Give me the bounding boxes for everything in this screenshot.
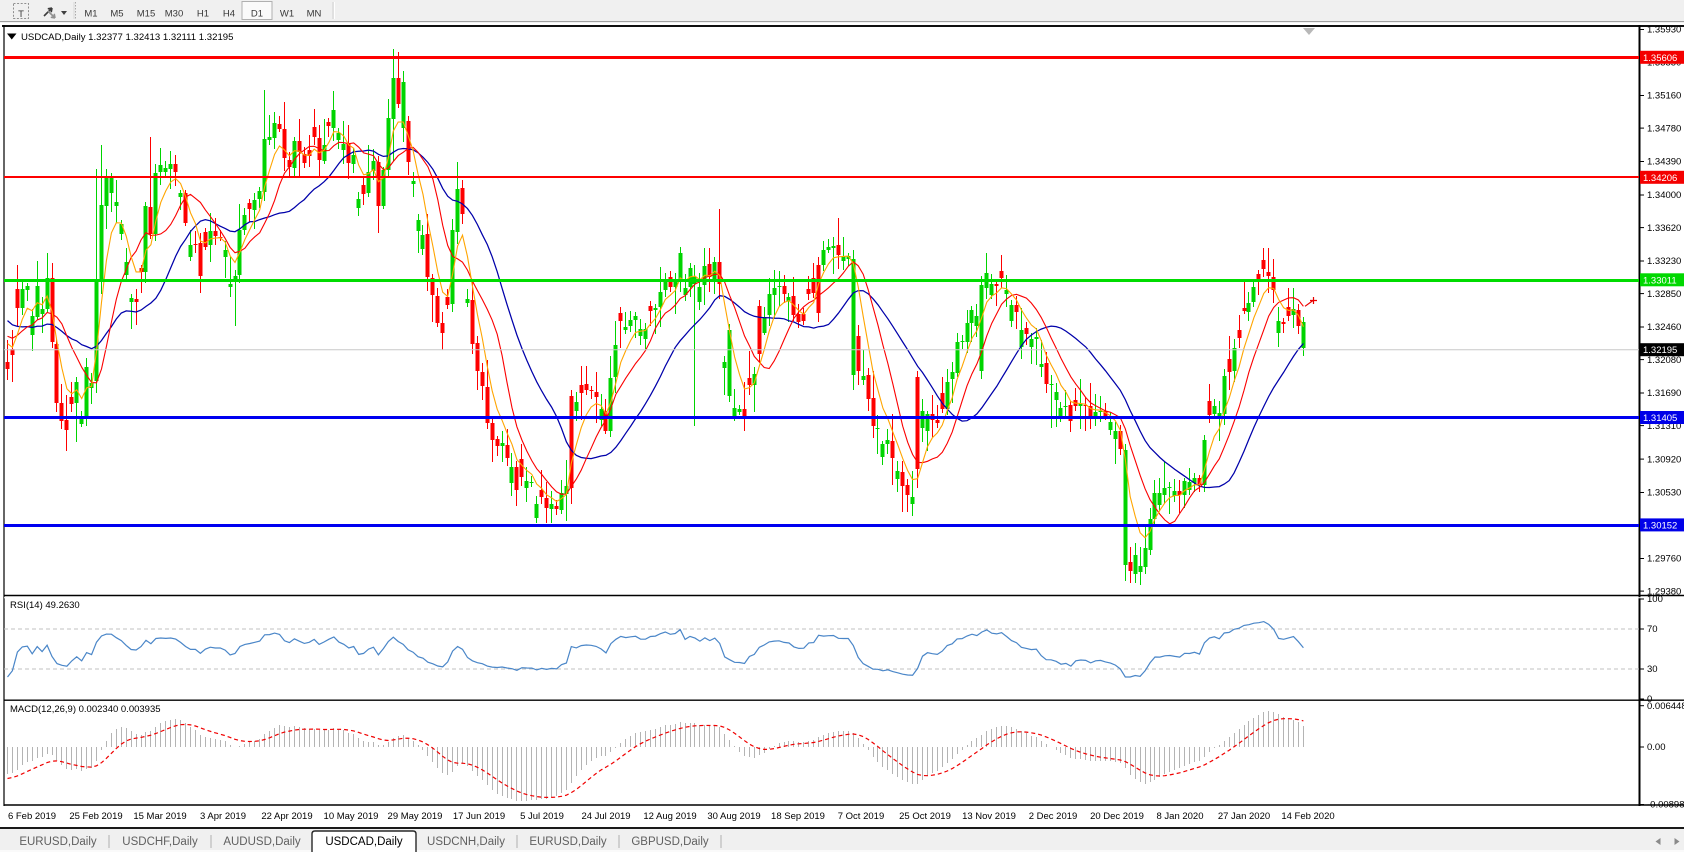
svg-text:RSI(14) 49.2630: RSI(14) 49.2630 bbox=[10, 600, 80, 611]
svg-text:1.32460: 1.32460 bbox=[1647, 322, 1681, 333]
svg-text:1.29760: 1.29760 bbox=[1647, 554, 1681, 565]
svg-text:1.33230: 1.33230 bbox=[1647, 256, 1681, 267]
svg-text:70: 70 bbox=[1647, 624, 1658, 635]
svg-text:13 Nov 2019: 13 Nov 2019 bbox=[962, 811, 1016, 822]
svg-text:1.34780: 1.34780 bbox=[1647, 123, 1681, 134]
svg-text:1.35930: 1.35930 bbox=[1647, 25, 1681, 36]
svg-text:18 Sep 2019: 18 Sep 2019 bbox=[771, 811, 825, 822]
svg-text:1.30530: 1.30530 bbox=[1647, 488, 1681, 499]
svg-text:1.31690: 1.31690 bbox=[1647, 388, 1681, 399]
svg-text:USDCAD,Daily 1.32377 1.32413: USDCAD,Daily 1.32377 1.32413 1.32111 1.3… bbox=[21, 32, 233, 43]
svg-text:1.33620: 1.33620 bbox=[1647, 223, 1681, 234]
svg-text:1.29380: 1.29380 bbox=[1647, 586, 1681, 597]
svg-text:USDCHF,Daily: USDCHF,Daily bbox=[122, 836, 198, 848]
svg-text:M15: M15 bbox=[137, 9, 155, 20]
svg-text:1.34000: 1.34000 bbox=[1647, 190, 1681, 201]
svg-text:1.30920: 1.30920 bbox=[1647, 454, 1681, 465]
svg-text:0.006448: 0.006448 bbox=[1647, 701, 1684, 712]
svg-text:100: 100 bbox=[1647, 594, 1663, 605]
svg-text:1.32850: 1.32850 bbox=[1647, 289, 1681, 300]
svg-text:1.34390: 1.34390 bbox=[1647, 157, 1681, 168]
svg-text:17 Jun 2019: 17 Jun 2019 bbox=[453, 811, 505, 822]
svg-text:14 Feb 2020: 14 Feb 2020 bbox=[1281, 811, 1334, 822]
svg-text:0: 0 bbox=[1647, 694, 1652, 705]
svg-text:0.00: 0.00 bbox=[1647, 742, 1666, 753]
svg-text:3 Apr 2019: 3 Apr 2019 bbox=[200, 811, 246, 822]
svg-text:5 Jul 2019: 5 Jul 2019 bbox=[520, 811, 564, 822]
svg-text:MN: MN bbox=[307, 9, 322, 20]
svg-text:-0.008982: -0.008982 bbox=[1647, 800, 1684, 811]
svg-text:AUDUSD,Daily: AUDUSD,Daily bbox=[223, 836, 301, 848]
svg-text:T: T bbox=[18, 9, 24, 20]
svg-text:1.32195: 1.32195 bbox=[1643, 345, 1677, 356]
svg-text:25 Feb 2019: 25 Feb 2019 bbox=[69, 811, 122, 822]
svg-text:1.33011: 1.33011 bbox=[1643, 275, 1677, 286]
svg-text:M5: M5 bbox=[110, 9, 123, 20]
svg-text:GBPUSD,Daily: GBPUSD,Daily bbox=[631, 836, 709, 848]
svg-text:30: 30 bbox=[1647, 664, 1658, 675]
svg-text:15 Mar 2019: 15 Mar 2019 bbox=[133, 811, 186, 822]
svg-text:EURUSD,Daily: EURUSD,Daily bbox=[19, 836, 97, 848]
svg-text:29 May 2019: 29 May 2019 bbox=[388, 811, 443, 822]
svg-text:2 Dec 2019: 2 Dec 2019 bbox=[1029, 811, 1078, 822]
svg-text:W1: W1 bbox=[280, 9, 294, 20]
svg-text:1.35160: 1.35160 bbox=[1647, 91, 1681, 102]
svg-text:M1: M1 bbox=[84, 9, 97, 20]
svg-text:6 Feb 2019: 6 Feb 2019 bbox=[8, 811, 56, 822]
svg-text:1.35606: 1.35606 bbox=[1643, 53, 1677, 64]
svg-text:1.31310: 1.31310 bbox=[1647, 421, 1681, 432]
svg-text:1.31405: 1.31405 bbox=[1643, 413, 1677, 424]
svg-text:7 Oct 2019: 7 Oct 2019 bbox=[838, 811, 884, 822]
svg-text:12 Aug 2019: 12 Aug 2019 bbox=[643, 811, 696, 822]
svg-text:USDCAD,Daily: USDCAD,Daily bbox=[325, 836, 403, 848]
svg-text:22 Apr 2019: 22 Apr 2019 bbox=[261, 811, 312, 822]
svg-text:D1: D1 bbox=[251, 9, 263, 20]
svg-text:M30: M30 bbox=[165, 9, 183, 20]
svg-text:25 Oct 2019: 25 Oct 2019 bbox=[899, 811, 951, 822]
svg-text:H1: H1 bbox=[197, 9, 209, 20]
svg-text:1.34206: 1.34206 bbox=[1643, 173, 1677, 184]
svg-text:20 Dec 2019: 20 Dec 2019 bbox=[1090, 811, 1144, 822]
svg-text:27 Jan 2020: 27 Jan 2020 bbox=[1218, 811, 1270, 822]
svg-text:H4: H4 bbox=[223, 9, 235, 20]
svg-text:10 May 2019: 10 May 2019 bbox=[324, 811, 379, 822]
svg-text:24 Jul 2019: 24 Jul 2019 bbox=[581, 811, 630, 822]
svg-text:30 Aug 2019: 30 Aug 2019 bbox=[707, 811, 760, 822]
svg-text:USDCNH,Daily: USDCNH,Daily bbox=[427, 836, 505, 848]
svg-text:MACD(12,26,9) 0.002340 0.00393: MACD(12,26,9) 0.002340 0.003935 bbox=[10, 704, 161, 715]
svg-text:EURUSD,Daily: EURUSD,Daily bbox=[529, 836, 607, 848]
svg-text:1.30152: 1.30152 bbox=[1643, 520, 1677, 531]
svg-text:8 Jan 2020: 8 Jan 2020 bbox=[1156, 811, 1203, 822]
svg-text:1.32080: 1.32080 bbox=[1647, 355, 1681, 366]
